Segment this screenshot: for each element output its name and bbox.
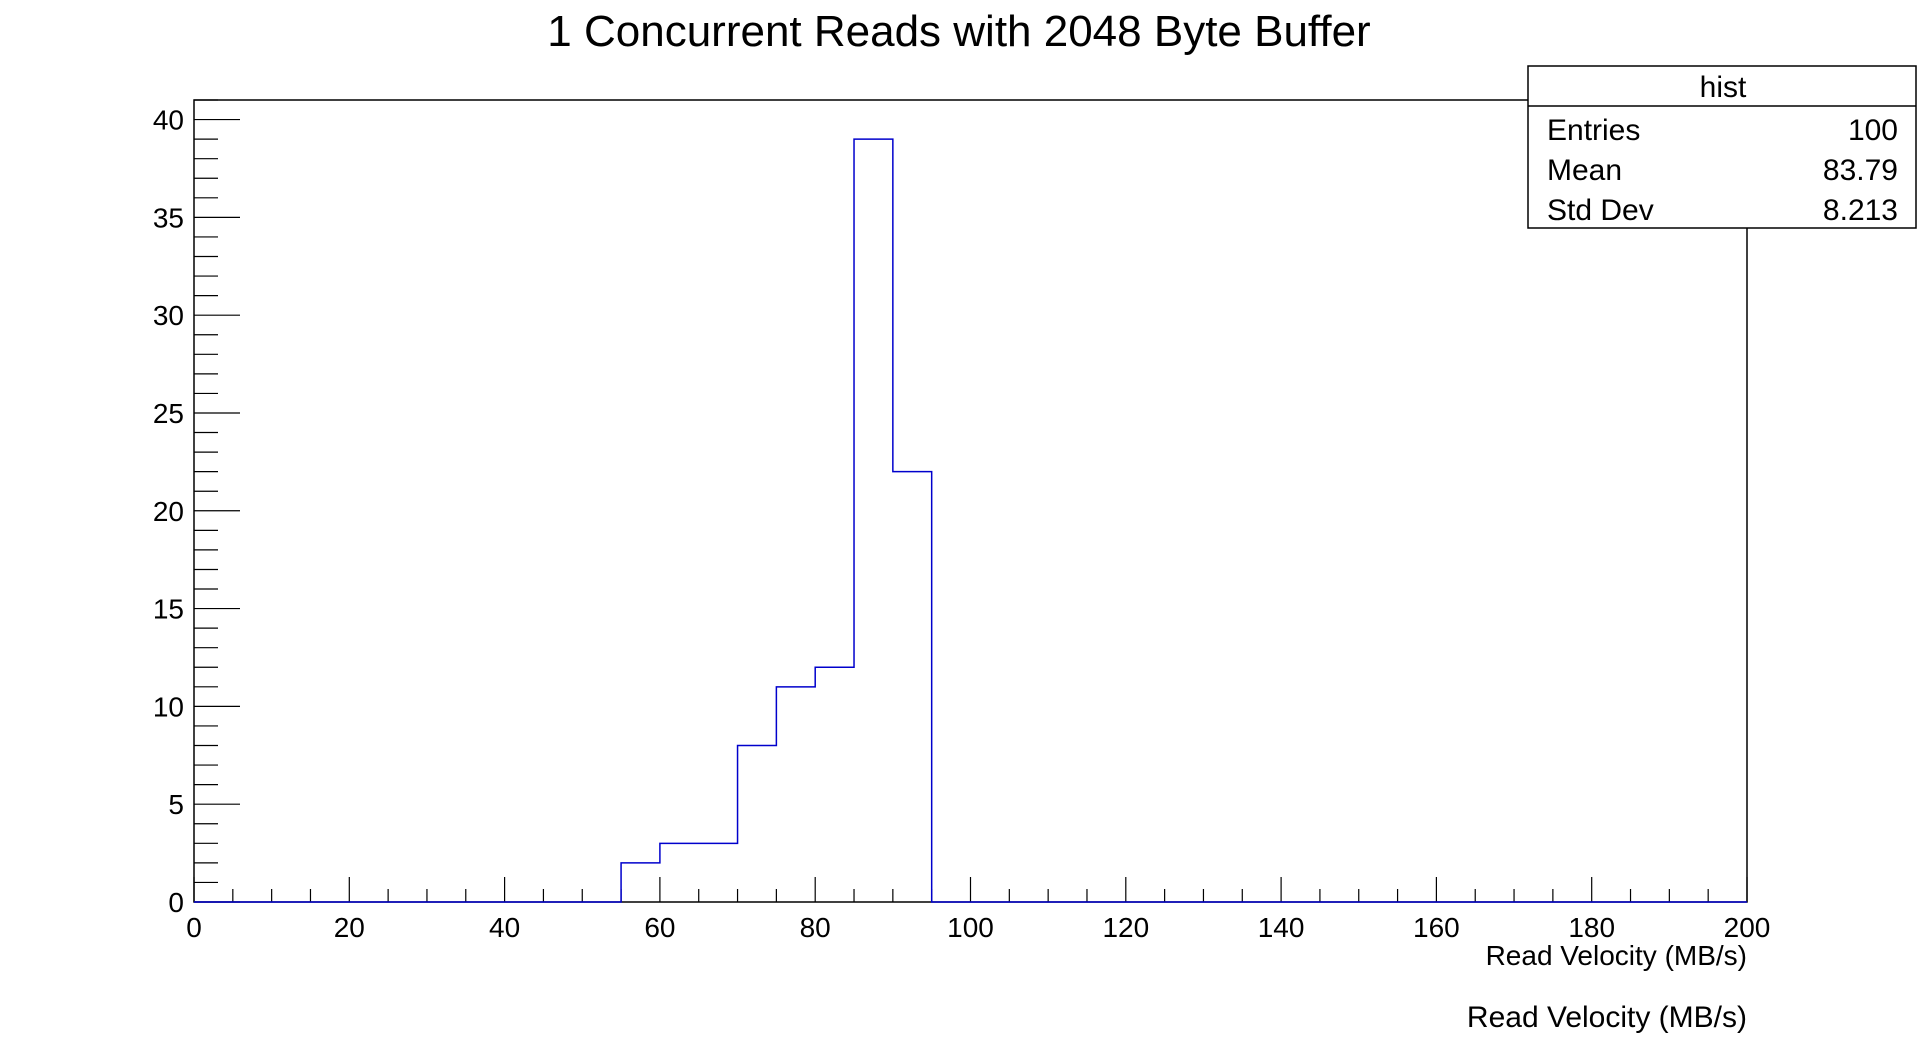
- y-tick-label: 0: [168, 887, 184, 918]
- histogram-bin: [815, 667, 854, 902]
- x-tick-label: 140: [1258, 912, 1305, 943]
- y-tick-label: 30: [153, 300, 184, 331]
- y-tick-label: 25: [153, 398, 184, 429]
- histogram-bin: [854, 139, 893, 902]
- x-tick-label: 40: [489, 912, 520, 943]
- histogram-outline: [194, 138, 1747, 903]
- x-tick-label: 20: [334, 912, 365, 943]
- x-axis-label: Read Velocity (MB/s): [1486, 940, 1747, 971]
- histogram-bin: [776, 687, 815, 902]
- x-tick-label: 0: [186, 912, 202, 943]
- x-axis: 0 20 40 60 80 100 120 140 160 180 200: [186, 877, 1770, 943]
- chart-title: 1 Concurrent Reads with 2048 Byte Buffer: [547, 7, 1370, 56]
- stats-box-rows: Entries 100 Mean 83.79 Std Dev 8.213: [1547, 114, 1898, 227]
- x-tick-label: 160: [1413, 912, 1460, 943]
- stats-row-label: Mean: [1547, 154, 1622, 187]
- histogram-bins: [621, 139, 932, 902]
- histogram-bin: [893, 472, 932, 902]
- histogram-bin: [660, 843, 699, 902]
- x-tick-label: 180: [1568, 912, 1615, 943]
- stats-box-frame: [1527, 65, 1917, 229]
- x-tick-label: 120: [1102, 912, 1149, 943]
- x-tick-label: 100: [947, 912, 994, 943]
- stats-row-value: 8.213: [1823, 194, 1898, 227]
- y-tick-label: 35: [153, 202, 184, 233]
- stats-box: hist Entries 100 Mean 83.79 Std Dev 8.213: [1527, 65, 1917, 229]
- stats-row-label: Std Dev: [1547, 194, 1654, 227]
- x-tick-label: 80: [800, 912, 831, 943]
- x-tick-label: 60: [644, 912, 675, 943]
- y-tick-label: 15: [153, 594, 184, 625]
- histogram-bin: [621, 863, 660, 902]
- x-axis-label-secondary: Read Velocity (MB/s): [1467, 1001, 1747, 1034]
- histogram-bin: [738, 746, 777, 902]
- y-axis: 0 5 10 15 20 25 30 35 40: [153, 99, 240, 918]
- y-tick-label: 40: [153, 105, 184, 136]
- plot-frame: [193, 99, 1748, 903]
- stats-row-label: Entries: [1547, 114, 1640, 147]
- stats-row-value: 83.79: [1823, 154, 1898, 187]
- stats-row-value: 100: [1848, 114, 1898, 147]
- histogram-bin: [699, 843, 738, 902]
- y-tick-label: 5: [168, 789, 184, 820]
- x-tick-label: 200: [1724, 912, 1771, 943]
- stats-box-title: hist: [1700, 71, 1747, 104]
- y-tick-label: 10: [153, 691, 184, 722]
- y-tick-label: 20: [153, 496, 184, 527]
